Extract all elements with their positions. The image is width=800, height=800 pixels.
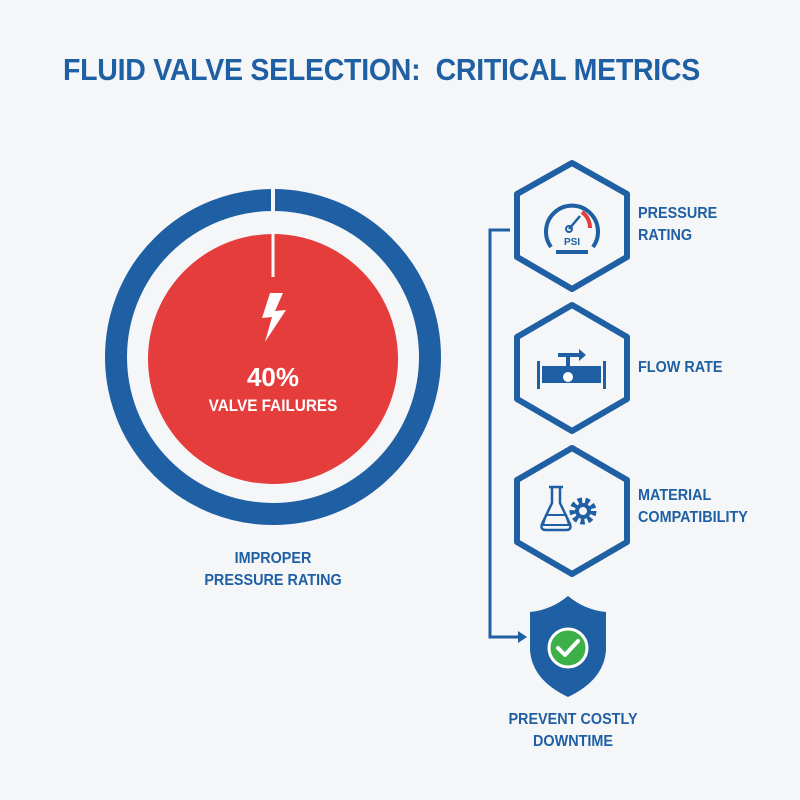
red-circle [148,234,398,484]
metric-flow-line1: FLOW RATE [638,359,723,376]
lightning-bolt-icon [262,293,286,342]
stat-percent: 40% [246,362,300,392]
gauge-psi-label: PSI [564,237,580,248]
stat-label: VALVE FAILURES [208,396,338,415]
stat-caption: IMPROPER PRESSURE RATING [183,548,363,592]
stat-caption-line2: PRESSURE RATING [204,572,342,589]
outcome-label: PREVENT COSTLY DOWNTIME [483,709,663,753]
metric-pressure-label: PRESSURE RATING [638,203,717,247]
connector-arrowhead [518,631,527,643]
connector-line [488,228,520,639]
ring-gap [271,185,275,215]
red-circle-tick [271,232,275,277]
pipe-flow-icon [537,349,606,389]
hexagon-material [514,445,630,577]
page-title: FLUID VALVE SELECTION: CRITICAL METRICS [63,52,700,87]
stat-caption-line1: IMPROPER [234,550,312,567]
outcome-line2: DOWNTIME [533,733,613,750]
metric-material-line1: MATERIAL [638,487,712,504]
check-circle [547,627,589,669]
hexagon-pressure [514,160,630,292]
metric-material-line2: COMPATIBILITY [638,509,748,526]
checkmark-icon [556,639,580,657]
hexagon-flow [514,302,630,434]
metric-pressure-line1: PRESSURE [638,205,718,222]
pressure-gauge-icon [544,203,600,254]
flask-gear-icon [540,485,597,532]
metric-flow-label: FLOW RATE [638,357,723,379]
outcome-line1: PREVENT COSTLY [508,711,638,728]
metric-material-label: MATERIAL COMPATIBILITY [638,485,748,529]
metric-pressure-line2: RATING [638,227,693,244]
